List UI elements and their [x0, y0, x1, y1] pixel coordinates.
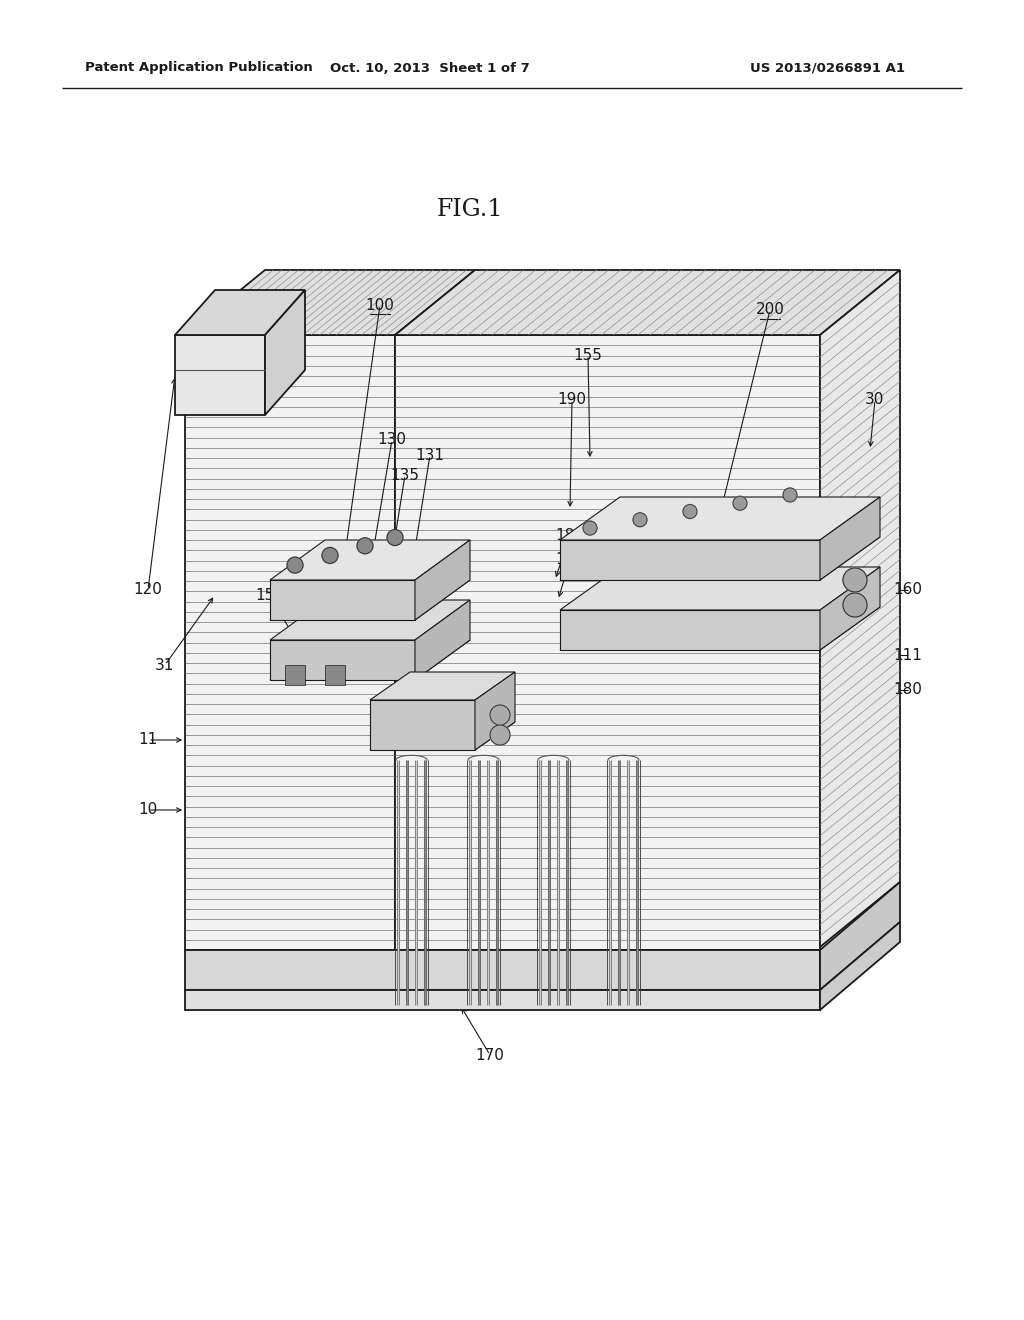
Text: 190: 190	[557, 392, 587, 408]
Text: 100: 100	[366, 297, 394, 313]
Polygon shape	[560, 607, 880, 649]
Circle shape	[843, 593, 867, 616]
Text: 151: 151	[424, 682, 453, 697]
Text: US 2013/0266891 A1: US 2013/0266891 A1	[750, 62, 905, 74]
Circle shape	[490, 705, 510, 725]
Polygon shape	[270, 579, 470, 620]
Polygon shape	[560, 610, 820, 649]
Polygon shape	[285, 665, 305, 685]
Polygon shape	[560, 540, 820, 579]
Polygon shape	[560, 498, 880, 540]
Circle shape	[287, 557, 303, 573]
Text: 200: 200	[756, 302, 784, 318]
Polygon shape	[820, 271, 900, 946]
Polygon shape	[175, 290, 305, 335]
Polygon shape	[185, 990, 820, 1010]
Text: 40: 40	[860, 932, 880, 948]
Polygon shape	[820, 882, 900, 990]
Circle shape	[683, 504, 697, 519]
Circle shape	[583, 521, 597, 535]
Polygon shape	[265, 290, 305, 414]
Text: 170: 170	[475, 1048, 505, 1063]
Text: 31: 31	[156, 657, 175, 672]
Circle shape	[387, 529, 403, 545]
Circle shape	[843, 568, 867, 591]
Text: 120: 120	[133, 582, 163, 598]
Polygon shape	[175, 335, 265, 414]
Polygon shape	[270, 579, 415, 620]
Polygon shape	[185, 271, 475, 335]
Polygon shape	[370, 672, 515, 700]
Polygon shape	[820, 568, 880, 649]
Text: 30: 30	[865, 392, 885, 408]
Text: 155: 155	[573, 347, 602, 363]
Circle shape	[633, 512, 647, 527]
Polygon shape	[370, 700, 475, 750]
Polygon shape	[820, 498, 880, 579]
Polygon shape	[560, 568, 880, 610]
Polygon shape	[395, 335, 820, 950]
Circle shape	[357, 537, 373, 554]
Text: Patent Application Publication: Patent Application Publication	[85, 62, 312, 74]
Polygon shape	[415, 540, 470, 620]
Polygon shape	[475, 672, 515, 750]
Text: 180: 180	[894, 682, 923, 697]
Polygon shape	[415, 601, 470, 680]
Polygon shape	[370, 722, 515, 750]
Text: FIG.1: FIG.1	[437, 198, 503, 222]
Circle shape	[490, 725, 510, 744]
Text: 130: 130	[378, 433, 407, 447]
Text: 135: 135	[390, 467, 420, 483]
Polygon shape	[325, 665, 345, 685]
Polygon shape	[270, 640, 415, 680]
Polygon shape	[560, 537, 880, 579]
Text: 10: 10	[138, 803, 158, 817]
Polygon shape	[270, 640, 470, 680]
Text: 111: 111	[894, 648, 923, 663]
Circle shape	[783, 488, 797, 502]
Circle shape	[322, 548, 338, 564]
Polygon shape	[270, 540, 470, 579]
Polygon shape	[820, 921, 900, 1010]
Polygon shape	[395, 271, 900, 335]
Text: 160: 160	[894, 582, 923, 598]
Polygon shape	[185, 950, 820, 990]
Text: 150: 150	[256, 587, 285, 602]
Text: Oct. 10, 2013  Sheet 1 of 7: Oct. 10, 2013 Sheet 1 of 7	[330, 62, 529, 74]
Text: 131: 131	[416, 447, 444, 462]
Polygon shape	[185, 335, 395, 950]
Polygon shape	[270, 601, 470, 640]
Text: 11: 11	[138, 733, 158, 747]
Text: 183: 183	[555, 553, 585, 568]
Circle shape	[733, 496, 746, 511]
Text: 181: 181	[556, 528, 585, 543]
